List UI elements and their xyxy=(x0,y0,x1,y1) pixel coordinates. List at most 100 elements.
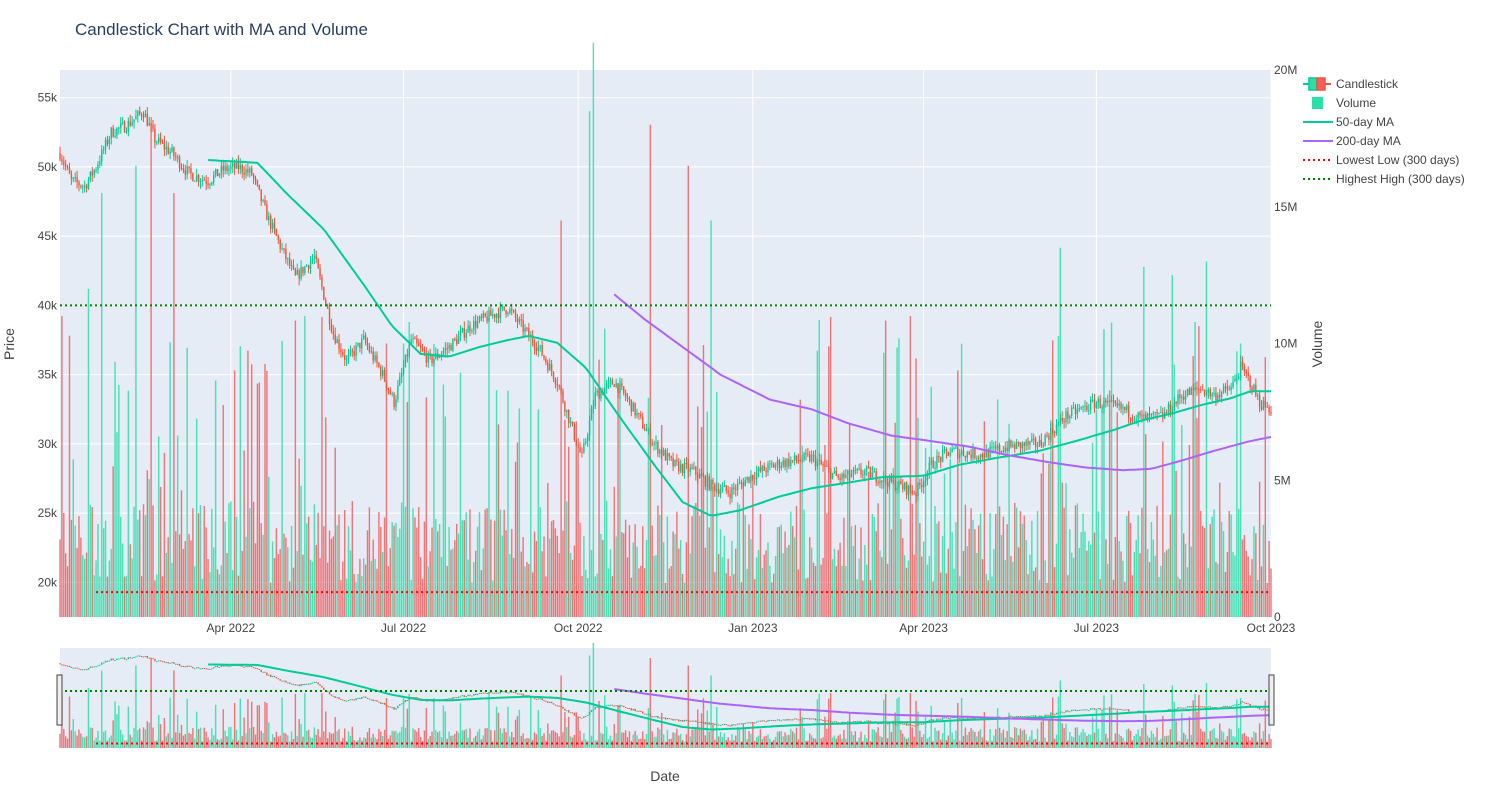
candlestick xyxy=(461,327,464,333)
volume-bar xyxy=(879,550,881,617)
slider-volume-bar xyxy=(791,731,794,748)
volume-bar xyxy=(307,516,310,617)
slider-volume-bar xyxy=(214,704,217,748)
range-slider-background[interactable] xyxy=(60,648,1271,748)
slider-volume-bar xyxy=(583,733,585,748)
slider-candle xyxy=(1177,707,1179,710)
slider-volume-bar xyxy=(1118,734,1120,748)
candlestick xyxy=(70,170,73,185)
slider-candle xyxy=(271,675,274,678)
volume-bar xyxy=(566,501,568,617)
candlestick xyxy=(924,474,927,487)
volume-bar xyxy=(1145,434,1147,617)
candlestick xyxy=(926,470,929,486)
candlestick xyxy=(454,337,456,342)
candlestick xyxy=(279,238,281,254)
slider-volume-bar xyxy=(101,670,103,748)
volume-bar xyxy=(108,560,111,617)
slider-volume-bar xyxy=(1008,712,1010,748)
slider-volume-bar xyxy=(657,727,659,748)
slider-candle xyxy=(1029,715,1031,717)
volume-bar xyxy=(1188,445,1191,617)
candlestick xyxy=(266,200,268,221)
slider-candle xyxy=(64,665,67,667)
volume-bar xyxy=(406,401,409,617)
candlestick xyxy=(199,178,202,189)
volume-bar xyxy=(493,520,496,617)
volume-bar xyxy=(651,525,653,617)
volume-bar xyxy=(1205,261,1208,617)
slider-volume-bar xyxy=(435,730,437,748)
candlestick xyxy=(268,211,270,226)
volume-bar xyxy=(958,576,961,617)
volume-bar xyxy=(757,550,760,617)
volume-bar xyxy=(564,419,566,617)
slider-volume-bar xyxy=(463,730,466,748)
volume-bar xyxy=(226,553,228,617)
slider-volume-bar xyxy=(947,735,950,748)
volume-bar xyxy=(423,521,426,617)
slider-candle xyxy=(249,665,251,667)
volume-bar xyxy=(617,384,619,617)
volume-bar xyxy=(214,380,217,617)
slider-candle xyxy=(307,683,310,685)
slider-volume-bar xyxy=(64,736,67,748)
slider-volume-bar xyxy=(941,733,944,748)
slider-volume-bar xyxy=(1179,741,1181,748)
slider-volume-bar xyxy=(1203,731,1206,748)
volume-bar xyxy=(1052,340,1054,617)
volume-bar xyxy=(966,546,969,617)
candlestick xyxy=(302,266,304,277)
legend-item[interactable]: Candlestick xyxy=(1303,77,1399,91)
volume-bar xyxy=(83,558,86,617)
candlestick xyxy=(463,321,466,341)
slider-candle xyxy=(347,700,350,702)
slider-volume-bar xyxy=(883,699,885,748)
slider-volume-bar xyxy=(805,740,807,748)
candlestick xyxy=(1114,400,1117,407)
slider-candle xyxy=(736,723,739,725)
slider-volume-bar xyxy=(1014,727,1016,748)
volume-bar xyxy=(455,523,458,617)
slider-volume-bar xyxy=(919,730,921,748)
volume-bar xyxy=(133,506,135,617)
slider-volume-bar xyxy=(374,737,376,748)
legend-item[interactable]: Lowest Low (300 days) xyxy=(1303,153,1459,167)
volume-bar xyxy=(135,165,137,617)
range-slider-right-handle[interactable] xyxy=(1268,674,1275,726)
slider-volume-bar xyxy=(1002,729,1005,748)
volume-bar xyxy=(93,575,95,617)
candlestick xyxy=(112,124,114,138)
volume-bar xyxy=(309,559,312,617)
candlestick xyxy=(740,479,743,490)
slider-candle xyxy=(1201,706,1204,708)
slider-candle xyxy=(780,720,782,722)
slider-candle xyxy=(662,717,665,719)
slider-candle xyxy=(974,717,976,719)
legend-item[interactable]: 200-day MA xyxy=(1303,134,1401,148)
range-slider-left-handle[interactable] xyxy=(56,674,63,726)
candlestick xyxy=(226,162,228,175)
volume-bar xyxy=(1029,554,1031,617)
volume-bar xyxy=(1038,580,1041,617)
slider-volume-bar xyxy=(799,708,801,748)
slider-volume-bar xyxy=(1150,730,1153,748)
candlestick xyxy=(545,356,547,366)
slider-candle xyxy=(190,665,192,667)
slider-candle xyxy=(753,722,756,724)
slider-candle xyxy=(598,706,600,709)
candlestick xyxy=(99,155,101,168)
slider-candle xyxy=(520,693,522,695)
volume-bar xyxy=(799,399,801,617)
volume-bar xyxy=(395,522,397,617)
slider-volume-bar xyxy=(829,693,832,748)
candlestick xyxy=(763,462,765,471)
candlestick xyxy=(1091,393,1094,403)
candlestick xyxy=(311,254,314,265)
slider-volume-bar xyxy=(530,696,532,748)
legend-item[interactable]: 50-day MA xyxy=(1303,115,1394,129)
candlestick xyxy=(1245,369,1248,379)
legend-item[interactable]: Volume xyxy=(1312,96,1376,110)
slider-candle xyxy=(203,668,205,670)
legend-item[interactable]: Highest High (300 days) xyxy=(1303,172,1465,186)
